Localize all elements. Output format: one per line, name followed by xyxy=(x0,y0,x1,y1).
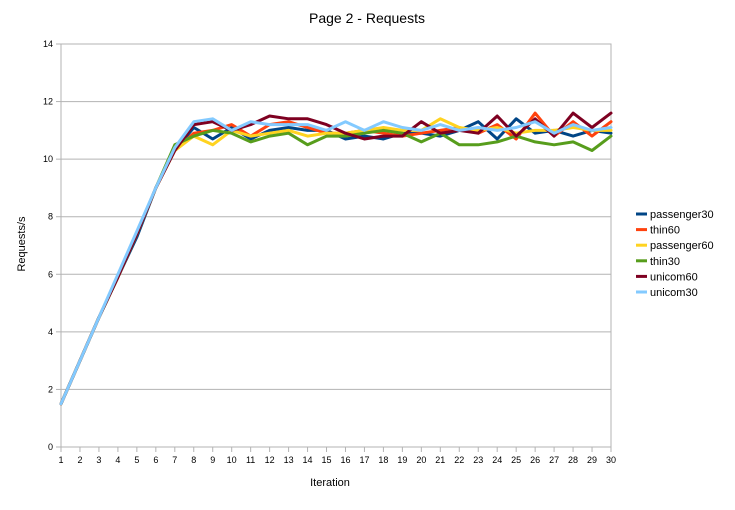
x-tick-label: 23 xyxy=(473,455,483,465)
chart-title: Page 2 - Requests xyxy=(309,10,425,26)
x-axis-label: Iteration xyxy=(310,477,350,489)
x-tick-label: 10 xyxy=(227,455,237,465)
legend-label-thin30: thin30 xyxy=(650,256,680,268)
x-tick-label: 5 xyxy=(134,455,139,465)
x-tick-label: 27 xyxy=(549,455,559,465)
legend-label-passenger60: passenger60 xyxy=(650,240,714,252)
x-tick-label: 26 xyxy=(530,455,540,465)
x-tick-label: 16 xyxy=(340,455,350,465)
y-tick-label: 10 xyxy=(43,154,53,164)
legend: passenger30 thin60 passenger60 thin30 unicom… xyxy=(636,209,714,299)
x-axis: 1 2 3 4 5 6 7 8 9 10 11 12 13 14 15 16 17 18 19 20 21 22 23 24 2… xyxy=(58,447,616,465)
y-tick-label: 14 xyxy=(43,39,53,49)
x-tick-label: 18 xyxy=(378,455,388,465)
x-tick-label: 28 xyxy=(568,455,578,465)
series-line-thin60 xyxy=(59,111,613,406)
legend-label-unicom60: unicom60 xyxy=(650,271,698,283)
series-line-passenger60 xyxy=(59,117,613,406)
series-line-unicom30 xyxy=(59,117,613,406)
x-tick-label: 4 xyxy=(115,455,120,465)
y-tick-label: 8 xyxy=(48,212,53,222)
x-tick-label: 8 xyxy=(191,455,196,465)
x-tick-label: 6 xyxy=(153,455,158,465)
series-line-unicom60 xyxy=(59,111,613,406)
x-tick-label: 3 xyxy=(96,455,101,465)
y-tick-label: 12 xyxy=(43,97,53,107)
x-tick-label: 24 xyxy=(492,455,502,465)
x-tick-label: 20 xyxy=(416,455,426,465)
x-tick-label: 7 xyxy=(172,455,177,465)
x-tick-label: 19 xyxy=(397,455,407,465)
y-tick-label: 4 xyxy=(48,327,53,337)
x-tick-label: 1 xyxy=(58,455,63,465)
x-tick-label: 29 xyxy=(587,455,597,465)
x-tick-label: 11 xyxy=(246,455,255,465)
series-line-passenger30 xyxy=(59,117,613,406)
x-tick-label: 15 xyxy=(322,455,332,465)
legend-label-passenger30: passenger30 xyxy=(650,209,714,221)
y-axis: 0 2 4 6 8 10 12 14 xyxy=(43,39,61,452)
x-tick-label: 25 xyxy=(511,455,521,465)
y-tick-label: 2 xyxy=(48,384,53,394)
x-tick-label: 9 xyxy=(210,455,215,465)
y-tick-label: 6 xyxy=(48,269,53,279)
series-line-thin30 xyxy=(59,128,613,406)
series-lines xyxy=(59,111,613,406)
x-tick-label: 21 xyxy=(435,455,445,465)
x-tick-label: 2 xyxy=(77,455,82,465)
legend-label-unicom30: unicom30 xyxy=(650,287,698,299)
x-tick-label: 12 xyxy=(265,455,275,465)
plot-area xyxy=(60,43,612,448)
x-tick-label: 30 xyxy=(606,455,616,465)
y-axis-label: Requests/s xyxy=(16,216,28,272)
grid-lines xyxy=(61,43,611,448)
y-tick-label: 0 xyxy=(48,442,53,452)
legend-label-thin60: thin60 xyxy=(650,225,680,237)
x-tick-label: 13 xyxy=(284,455,294,465)
x-tick-label: 14 xyxy=(303,455,313,465)
x-tick-label: 17 xyxy=(359,455,369,465)
x-tick-label: 22 xyxy=(454,455,464,465)
